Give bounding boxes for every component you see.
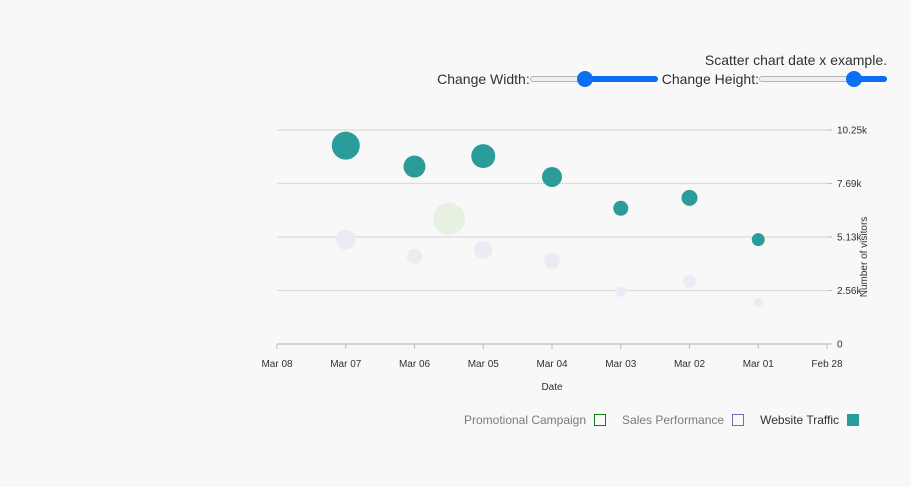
legend-item-website-traffic[interactable]: Website Traffic <box>760 413 859 427</box>
x-tick-label: Mar 05 <box>468 359 500 370</box>
scatter-point-website-traffic <box>471 144 496 169</box>
chart-legend: Promotional Campaign Sales Performance Web… <box>448 413 859 427</box>
legend-label: Sales Performance <box>622 413 725 427</box>
scatter-point-sales-performance <box>474 241 493 260</box>
chart-controls: :Change Height :Change Width <box>435 70 887 88</box>
scatter-point-sales-performance <box>683 274 696 288</box>
width-slider-label: :Change Width <box>437 71 530 87</box>
legend-label: Promotional Campaign <box>463 413 587 427</box>
width-slider-thumb[interactable] <box>576 71 593 87</box>
scatter-point-sales-performance <box>407 248 422 264</box>
width-slider[interactable] <box>529 70 658 88</box>
scatter-point-sales-performance <box>615 286 626 297</box>
x-tick-label: Mar 08 <box>261 359 293 370</box>
legend-swatch <box>732 414 745 426</box>
y-tick-label: 7.69k <box>837 179 862 190</box>
legend-swatch <box>847 414 859 426</box>
legend-item-promotional-campaign[interactable]: Promotional Campaign <box>463 413 607 427</box>
scatter-chart: 0 2.56k 5.13k 7.69k 10.25k Mar 08 Mar 07 Mar 06… <box>261 126 870 394</box>
x-tick-label: Mar 03 <box>605 359 637 370</box>
scatter-point-promotional-campaign <box>432 202 465 235</box>
scatter-point-sales-performance <box>753 297 763 307</box>
scatter-point-website-traffic <box>542 166 562 187</box>
legend-label: Website Traffic <box>760 413 839 427</box>
scatter-point-website-traffic <box>403 155 426 178</box>
x-tick-label: Mar 02 <box>674 359 706 370</box>
y-tick-label: 2.56k <box>837 286 862 297</box>
y-axis-title: Number of visitors <box>859 217 870 298</box>
x-tick-label: Mar 04 <box>536 359 568 370</box>
height-slider-thumb[interactable] <box>846 71 863 87</box>
height-slider-label: :Change Height <box>661 71 759 87</box>
x-axis-title: Date <box>541 382 563 393</box>
width-slider-fill <box>584 76 658 82</box>
height-control: :Change Height <box>660 70 887 88</box>
y-tick-label: 5.13k <box>837 233 862 244</box>
width-control: :Change Width <box>435 70 658 88</box>
scatter-point-sales-performance <box>335 229 356 250</box>
scatter-point-website-traffic <box>613 200 629 216</box>
x-tick-label: Mar 01 <box>743 359 775 370</box>
x-tick-label: Feb 28 <box>811 359 843 370</box>
chart-title: .Scatter chart date x example <box>704 52 887 68</box>
legend-item-sales-performance[interactable]: Sales Performance <box>622 413 745 427</box>
scatter-point-website-traffic <box>681 189 698 206</box>
scatter-point-sales-performance <box>544 252 560 269</box>
legend-swatch <box>594 414 607 426</box>
x-tick-label: Mar 07 <box>330 359 362 370</box>
y-tick-label: 10.25k <box>837 126 868 137</box>
x-tick-label: Mar 06 <box>399 359 431 370</box>
scatter-point-website-traffic <box>331 131 360 160</box>
y-tick-label: 0 <box>837 340 843 351</box>
height-slider[interactable] <box>759 70 887 88</box>
scatter-point-website-traffic <box>751 233 765 247</box>
height-slider-fill <box>854 76 887 82</box>
